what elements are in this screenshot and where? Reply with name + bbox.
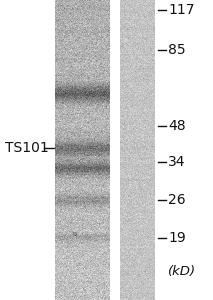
Text: 85: 85	[168, 43, 186, 57]
Text: TS101: TS101	[5, 141, 49, 155]
Text: 19: 19	[168, 231, 186, 245]
Text: 26: 26	[168, 193, 186, 207]
Text: 117: 117	[168, 3, 194, 17]
Text: 34: 34	[168, 155, 186, 169]
Text: 48: 48	[168, 119, 186, 133]
Text: (kD): (kD)	[168, 266, 196, 278]
